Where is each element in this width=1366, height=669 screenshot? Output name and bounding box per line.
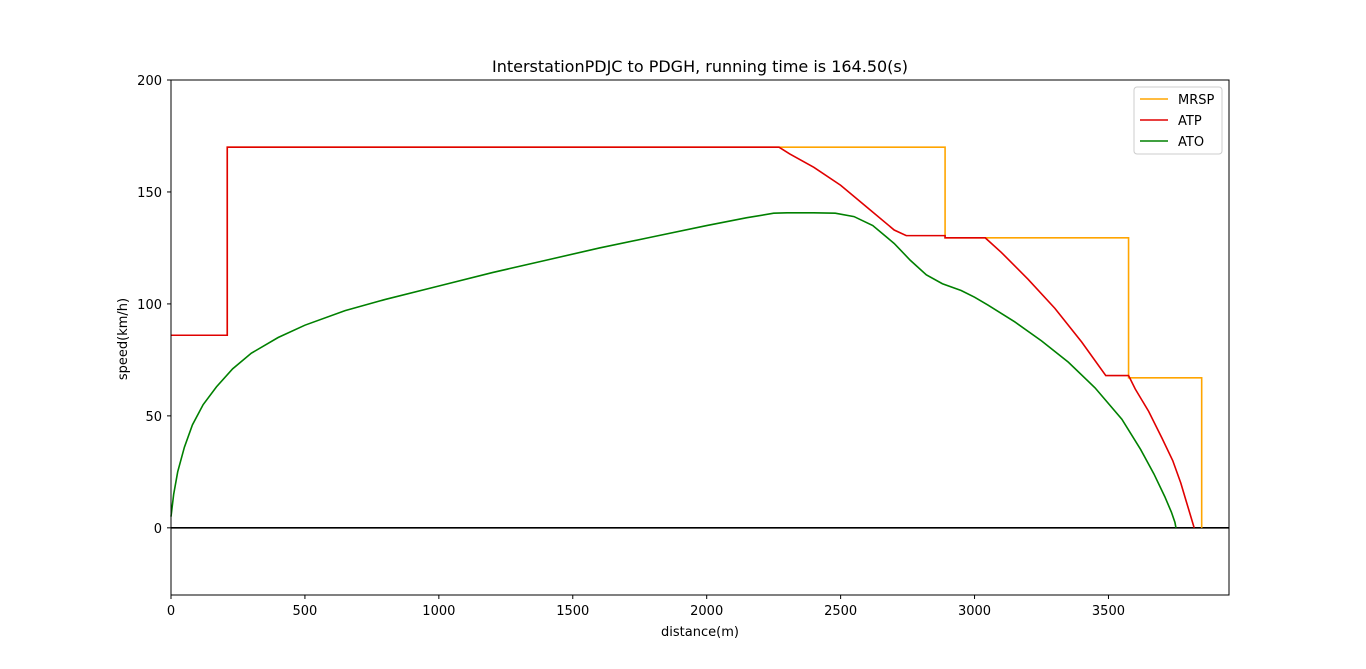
y-tick-label: 100 bbox=[137, 298, 162, 313]
x-tick-label: 3000 bbox=[958, 604, 991, 619]
y-tick-label: 200 bbox=[137, 74, 162, 89]
x-tick-label: 2000 bbox=[690, 604, 723, 619]
series-line-ato bbox=[170, 211, 1177, 528]
y-tick-label: 150 bbox=[137, 186, 162, 201]
y-tick-label: 0 bbox=[154, 522, 162, 537]
series-line-mrsp bbox=[171, 146, 1203, 528]
y-tick-label: 50 bbox=[145, 410, 162, 425]
y-axis-label: speed(km/h) bbox=[116, 298, 131, 380]
legend-box bbox=[1133, 86, 1223, 155]
y-axis-ticks: 0 50 100 150 200 bbox=[137, 74, 171, 537]
legend: MRSP ATP ATO bbox=[1133, 86, 1223, 155]
plot-lines bbox=[170, 146, 1229, 529]
x-axis-ticks: 0 500 1000 1500 2000 2500 3000 3500 bbox=[167, 595, 1125, 619]
x-tick-label: 1500 bbox=[556, 604, 589, 619]
chart-title: InterstationPDJC to PDGH, running time i… bbox=[492, 57, 908, 76]
series-line-atp bbox=[171, 146, 1195, 529]
x-tick-label: 2500 bbox=[824, 604, 857, 619]
legend-label-atp: ATP bbox=[1178, 114, 1202, 129]
x-tick-label: 500 bbox=[293, 604, 318, 619]
x-tick-label: 3500 bbox=[1092, 604, 1125, 619]
x-tick-label: 0 bbox=[167, 604, 175, 619]
plot-frame bbox=[170, 79, 1230, 596]
legend-label-ato: ATO bbox=[1178, 135, 1204, 150]
legend-label-mrsp: MRSP bbox=[1178, 93, 1215, 108]
x-axis-label: distance(m) bbox=[661, 625, 739, 640]
x-tick-label: 1000 bbox=[422, 604, 455, 619]
